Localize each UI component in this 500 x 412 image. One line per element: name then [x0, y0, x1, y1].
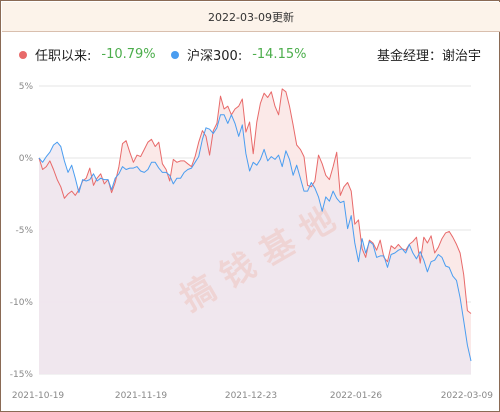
y-tick-label: -10%	[10, 298, 34, 308]
legend-dot-index-icon	[171, 50, 179, 59]
y-axis-ticks: 5% 0% -5% -10% -15%	[10, 82, 34, 380]
y-tick-label: -15%	[10, 370, 34, 380]
legend-value-index: -14.15%	[252, 47, 307, 62]
legend: 任职以来: -10.79% 沪深300: -14.15%	[1, 45, 500, 67]
update-date: 2022-03-09更新	[208, 10, 294, 24]
x-tick-label: 2021-12-23	[225, 391, 277, 401]
index-line	[38, 114, 472, 362]
legend-label-index: 沪深300:	[187, 49, 243, 64]
legend-item-fund[interactable]: 任职以来: -10.79%	[19, 45, 156, 64]
x-axis-ticks: 2021-10-19 2021-11-19 2021-12-23 2022-01-26…	[12, 391, 493, 401]
y-tick-label: -5%	[15, 226, 33, 236]
chart-areas	[39, 88, 471, 375]
chart-plot: 搞 钱 基 地 5%0%-5%-10%-15% 2021-10-19 2021-1…	[10, 82, 494, 401]
legend-label-fund: 任职以来:	[35, 49, 92, 64]
y-tick-label: 0%	[19, 154, 34, 164]
y-tick-label: 5%	[19, 82, 34, 92]
x-tick-label: 2022-03-09	[441, 391, 494, 401]
fund-manager-label: 基金经理：谢治宇	[376, 49, 481, 64]
legend-item-index[interactable]: 沪深300: -14.15%	[171, 45, 306, 64]
x-tick-label: 2021-10-19	[12, 391, 65, 401]
legend-dot-fund-icon	[19, 50, 27, 59]
index-area	[39, 114, 471, 375]
chart-lines	[38, 88, 472, 362]
update-header: 2022-03-09更新	[2, 2, 500, 32]
x-tick-label: 2021-11-19	[115, 391, 168, 401]
fund-line	[38, 88, 472, 314]
legend-value-fund: -10.79%	[101, 47, 156, 62]
x-tick-label: 2022-01-26	[330, 391, 383, 401]
